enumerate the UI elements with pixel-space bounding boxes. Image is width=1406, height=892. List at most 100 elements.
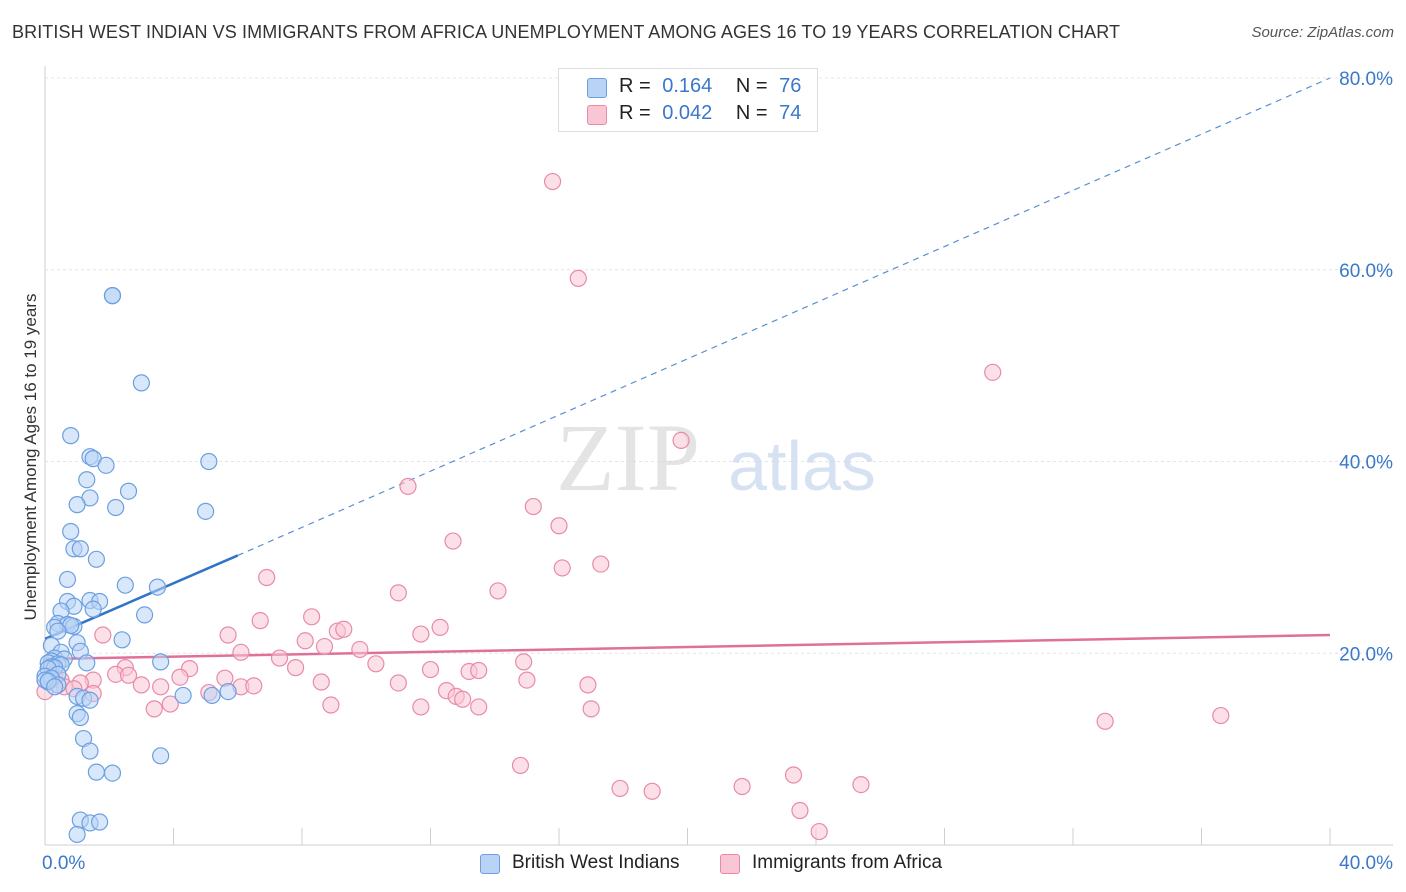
- data-point-immigrants-from-africa: [550, 517, 568, 535]
- data-point-immigrants-from-africa: [791, 801, 809, 820]
- data-point-immigrants-from-africa: [119, 666, 138, 684]
- data-point-british-west-indians: [116, 576, 134, 594]
- gridlines: [45, 77, 1393, 654]
- data-point-immigrants-from-africa: [161, 695, 179, 713]
- data-point-immigrants-from-africa: [733, 777, 751, 796]
- data-point-immigrants-from-africa: [511, 756, 530, 775]
- data-point-immigrants-from-africa: [672, 431, 690, 450]
- trend-line-immigrants-from-africa: [44, 633, 1331, 661]
- data-point-immigrants-from-africa: [258, 568, 276, 587]
- data-point-british-west-indians: [91, 813, 109, 831]
- legend-r-value-1: 0.164: [662, 75, 713, 97]
- bottom-legend-label-1: British West Indians: [512, 852, 680, 873]
- data-point-immigrants-from-africa: [296, 632, 314, 650]
- data-point-immigrants-from-africa: [1212, 706, 1230, 725]
- data-point-immigrants-from-africa: [412, 625, 430, 643]
- data-point-immigrants-from-africa: [389, 674, 407, 692]
- data-point-british-west-indians: [78, 654, 96, 672]
- data-point-british-west-indians: [49, 622, 67, 640]
- data-point-british-west-indians: [87, 763, 106, 781]
- data-point-british-west-indians: [87, 550, 106, 568]
- data-point-immigrants-from-africa: [145, 700, 163, 718]
- data-point-immigrants-from-africa: [335, 620, 353, 638]
- data-point-british-west-indians: [71, 708, 89, 727]
- tick-labels: 20.0% 40.0% 60.0% 80.0% 0.0% 40.0%: [42, 69, 1393, 874]
- data-point-immigrants-from-africa: [579, 676, 597, 694]
- y-tick-label: 60.0%: [1339, 261, 1393, 282]
- legend-n-value-2: 74: [779, 102, 802, 124]
- data-point-british-west-indians: [113, 631, 131, 649]
- data-point-immigrants-from-africa: [489, 582, 507, 600]
- source-credit: Source: ZipAtlas.com: [1251, 24, 1394, 41]
- data-point-immigrants-from-africa: [219, 626, 237, 644]
- y-tick-label: 40.0%: [1339, 453, 1393, 474]
- data-point-immigrants-from-africa: [470, 698, 488, 716]
- data-point-british-west-indians: [81, 691, 99, 709]
- data-point-immigrants-from-africa: [518, 671, 536, 689]
- data-point-immigrants-from-africa: [312, 673, 330, 691]
- axes: [44, 66, 1393, 846]
- data-point-british-west-indians: [68, 825, 86, 844]
- data-point-immigrants-from-africa: [171, 668, 189, 686]
- data-point-immigrants-from-africa: [582, 700, 600, 718]
- data-point-british-west-indians: [203, 686, 221, 705]
- legend-r-label: R =: [619, 75, 651, 97]
- data-point-british-west-indians: [103, 764, 122, 782]
- data-point-immigrants-from-africa: [431, 618, 449, 636]
- correlation-legend: R = 0.164 N = 76 R = 0.042 N = 74: [558, 68, 818, 132]
- data-point-british-west-indians: [84, 600, 102, 618]
- data-point-british-west-indians: [71, 540, 89, 558]
- data-point-immigrants-from-africa: [245, 677, 263, 695]
- trend-lines: [44, 77, 1331, 661]
- data-point-immigrants-from-africa: [303, 608, 321, 626]
- data-point-british-west-indians: [103, 287, 122, 305]
- data-point-british-west-indians: [62, 427, 80, 445]
- data-point-immigrants-from-africa: [152, 678, 170, 696]
- data-point-immigrants-from-africa: [286, 659, 305, 677]
- legend-n-label: N =: [735, 102, 768, 124]
- data-point-immigrants-from-africa: [515, 653, 533, 671]
- x-tick-label: 40.0%: [1339, 853, 1393, 874]
- data-point-immigrants-from-africa: [412, 698, 430, 716]
- data-point-british-west-indians: [62, 522, 80, 541]
- legend-r-label: R =: [619, 102, 651, 124]
- data-point-immigrants-from-africa: [643, 782, 661, 800]
- watermark-zip: ZIP: [556, 404, 700, 511]
- data-point-british-west-indians: [119, 482, 138, 500]
- data-point-british-west-indians: [174, 686, 192, 705]
- data-point-immigrants-from-africa: [270, 649, 289, 667]
- data-point-immigrants-from-africa: [367, 655, 385, 673]
- data-point-immigrants-from-africa: [569, 269, 587, 287]
- bottom-legend-swatch-pink: [720, 854, 740, 874]
- data-point-immigrants-from-africa: [444, 532, 462, 550]
- data-point-immigrants-from-africa: [852, 775, 870, 794]
- bottom-legend-label-2: Immigrants from Africa: [752, 852, 943, 873]
- data-point-british-west-indians: [107, 498, 125, 517]
- data-point-british-west-indians: [152, 653, 170, 671]
- data-points: [36, 172, 1230, 844]
- data-point-immigrants-from-africa: [611, 779, 629, 798]
- data-point-british-west-indians: [58, 570, 77, 589]
- y-axis-label: Unemployment Among Ages 16 to 19 years: [21, 294, 40, 621]
- legend-n-label: N =: [735, 75, 768, 97]
- y-tick-label: 20.0%: [1339, 644, 1393, 665]
- x-tick-label: 0.0%: [42, 853, 85, 874]
- data-point-immigrants-from-africa: [984, 363, 1002, 381]
- data-point-immigrants-from-africa: [810, 822, 828, 841]
- data-point-british-west-indians: [197, 502, 215, 520]
- y-tick-label: 80.0%: [1339, 69, 1393, 90]
- data-point-immigrants-from-africa: [351, 640, 369, 659]
- data-point-british-west-indians: [81, 742, 99, 760]
- data-point-british-west-indians: [135, 606, 154, 624]
- data-point-british-west-indians: [68, 496, 86, 514]
- watermark: ZIP atlas: [556, 404, 876, 511]
- data-point-british-west-indians: [148, 578, 167, 596]
- data-point-british-west-indians: [200, 452, 218, 471]
- data-point-immigrants-from-africa: [524, 497, 542, 516]
- data-point-british-west-indians: [152, 747, 170, 765]
- data-point-immigrants-from-africa: [543, 172, 562, 191]
- data-point-immigrants-from-africa: [315, 637, 334, 656]
- data-point-immigrants-from-africa: [232, 643, 250, 661]
